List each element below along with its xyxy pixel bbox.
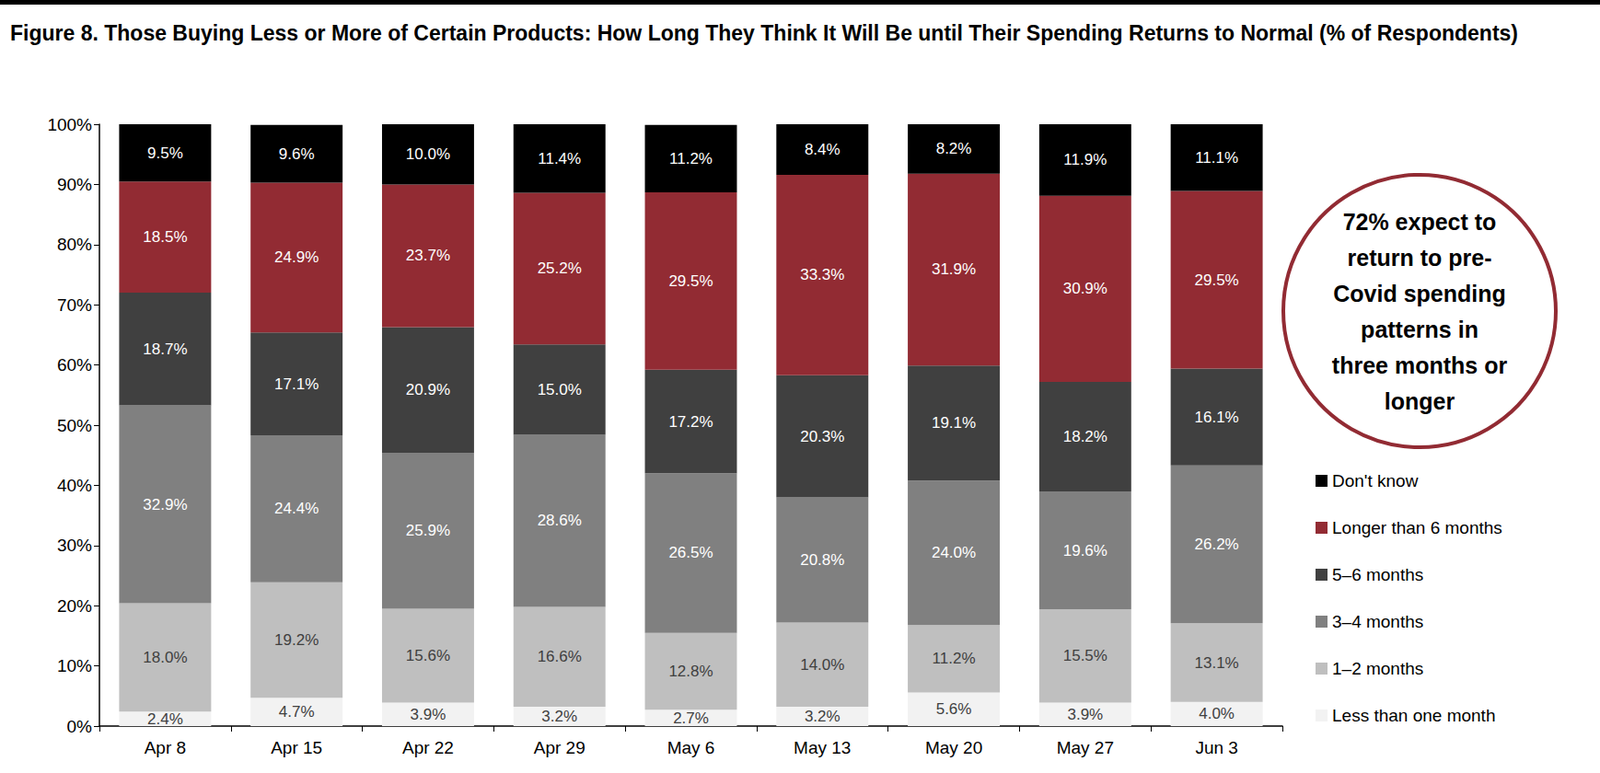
svg-text:14.0%: 14.0% <box>800 656 845 674</box>
svg-text:25.2%: 25.2% <box>537 259 582 278</box>
svg-text:11.9%: 11.9% <box>1063 150 1107 169</box>
svg-text:11.4%: 11.4% <box>537 150 581 168</box>
svg-text:70%: 70% <box>57 295 93 315</box>
svg-text:2.7%: 2.7% <box>672 709 709 728</box>
svg-text:24.0%: 24.0% <box>931 544 976 562</box>
svg-text:11.2%: 11.2% <box>932 649 976 668</box>
svg-text:Apr 8: Apr 8 <box>144 738 186 758</box>
svg-text:31.9%: 31.9% <box>931 260 976 279</box>
svg-text:90%: 90% <box>57 174 93 195</box>
svg-text:29.5%: 29.5% <box>1194 271 1240 290</box>
svg-text:80%: 80% <box>57 234 93 255</box>
svg-text:Less than one month: Less than one month <box>1332 706 1496 726</box>
svg-text:3–4 months: 3–4 months <box>1332 612 1424 632</box>
svg-text:72% expect to: 72% expect to <box>1343 208 1497 235</box>
svg-text:4.0%: 4.0% <box>1198 705 1235 723</box>
svg-text:Apr 29: Apr 29 <box>533 738 586 758</box>
svg-text:longer: longer <box>1384 388 1456 415</box>
svg-text:18.5%: 18.5% <box>142 228 187 246</box>
svg-text:30%: 30% <box>57 535 93 556</box>
svg-text:20.8%: 20.8% <box>800 551 845 569</box>
svg-text:5–6 months: 5–6 months <box>1332 565 1424 585</box>
svg-text:16.1%: 16.1% <box>1194 408 1240 427</box>
svg-text:13.1%: 13.1% <box>1194 654 1240 673</box>
svg-text:20.9%: 20.9% <box>405 381 451 399</box>
svg-text:May 13: May 13 <box>793 738 851 758</box>
svg-text:25.9%: 25.9% <box>405 521 451 540</box>
svg-text:26.2%: 26.2% <box>1194 535 1240 554</box>
svg-text:3.9%: 3.9% <box>410 706 447 724</box>
svg-text:60%: 60% <box>57 355 93 375</box>
svg-text:1–2 months: 1–2 months <box>1332 659 1424 679</box>
svg-text:11.1%: 11.1% <box>1194 149 1239 167</box>
svg-text:patterns in: patterns in <box>1360 316 1479 343</box>
svg-text:5.6%: 5.6% <box>936 700 973 719</box>
svg-text:15.0%: 15.0% <box>537 381 582 399</box>
svg-text:24.9%: 24.9% <box>274 248 319 267</box>
svg-text:20%: 20% <box>57 596 93 616</box>
svg-text:17.2%: 17.2% <box>668 413 713 431</box>
svg-text:9.6%: 9.6% <box>278 145 315 163</box>
svg-text:24.4%: 24.4% <box>274 499 319 518</box>
svg-text:32.9%: 32.9% <box>142 496 187 514</box>
svg-text:40%: 40% <box>57 475 93 496</box>
svg-text:May 20: May 20 <box>925 738 983 758</box>
svg-text:three months or: three months or <box>1332 352 1508 379</box>
svg-text:29.5%: 29.5% <box>668 272 713 290</box>
svg-text:4.7%: 4.7% <box>278 703 315 721</box>
svg-text:17.1%: 17.1% <box>274 375 319 394</box>
svg-text:20.3%: 20.3% <box>800 428 845 446</box>
svg-text:15.5%: 15.5% <box>1063 647 1108 665</box>
svg-text:Figure 8. Those Buying Less or: Figure 8. Those Buying Less or More of C… <box>10 21 1519 46</box>
svg-text:19.6%: 19.6% <box>1063 542 1108 560</box>
svg-text:3.2%: 3.2% <box>804 707 841 726</box>
svg-text:9.5%: 9.5% <box>147 144 184 163</box>
svg-text:3.9%: 3.9% <box>1066 706 1103 724</box>
svg-text:Apr 22: Apr 22 <box>402 738 454 758</box>
svg-text:50%: 50% <box>57 416 93 436</box>
svg-text:19.2%: 19.2% <box>274 631 319 650</box>
svg-text:3.2%: 3.2% <box>541 707 578 726</box>
svg-text:16.6%: 16.6% <box>537 648 582 666</box>
svg-text:10%: 10% <box>57 656 93 676</box>
svg-text:10.0%: 10.0% <box>405 145 451 163</box>
svg-text:return to pre-: return to pre- <box>1347 244 1493 271</box>
svg-text:19.1%: 19.1% <box>931 414 976 432</box>
svg-text:2.4%: 2.4% <box>147 710 184 729</box>
svg-text:15.6%: 15.6% <box>405 647 451 665</box>
svg-text:11.2%: 11.2% <box>669 150 713 168</box>
svg-text:Jun 3: Jun 3 <box>1194 738 1238 758</box>
svg-text:28.6%: 28.6% <box>537 511 582 530</box>
svg-text:30.9%: 30.9% <box>1063 279 1108 298</box>
svg-text:12.8%: 12.8% <box>668 662 713 681</box>
svg-text:100%: 100% <box>46 115 93 135</box>
svg-text:18.2%: 18.2% <box>1063 428 1108 446</box>
svg-text:Apr 15: Apr 15 <box>270 738 323 758</box>
svg-text:Covid spending: Covid spending <box>1333 280 1507 307</box>
svg-text:8.2%: 8.2% <box>936 139 973 158</box>
svg-text:May 6: May 6 <box>667 738 716 758</box>
svg-text:33.3%: 33.3% <box>800 266 845 284</box>
svg-text:May 27: May 27 <box>1056 738 1114 758</box>
svg-text:0%: 0% <box>67 717 93 737</box>
svg-text:26.5%: 26.5% <box>668 544 713 562</box>
svg-text:18.0%: 18.0% <box>142 649 187 667</box>
svg-text:23.7%: 23.7% <box>405 246 451 265</box>
svg-text:Don't know: Don't know <box>1332 471 1419 491</box>
svg-text:18.7%: 18.7% <box>142 340 187 359</box>
svg-text:8.4%: 8.4% <box>804 140 841 159</box>
svg-text:Longer than 6 months: Longer than 6 months <box>1332 518 1503 538</box>
